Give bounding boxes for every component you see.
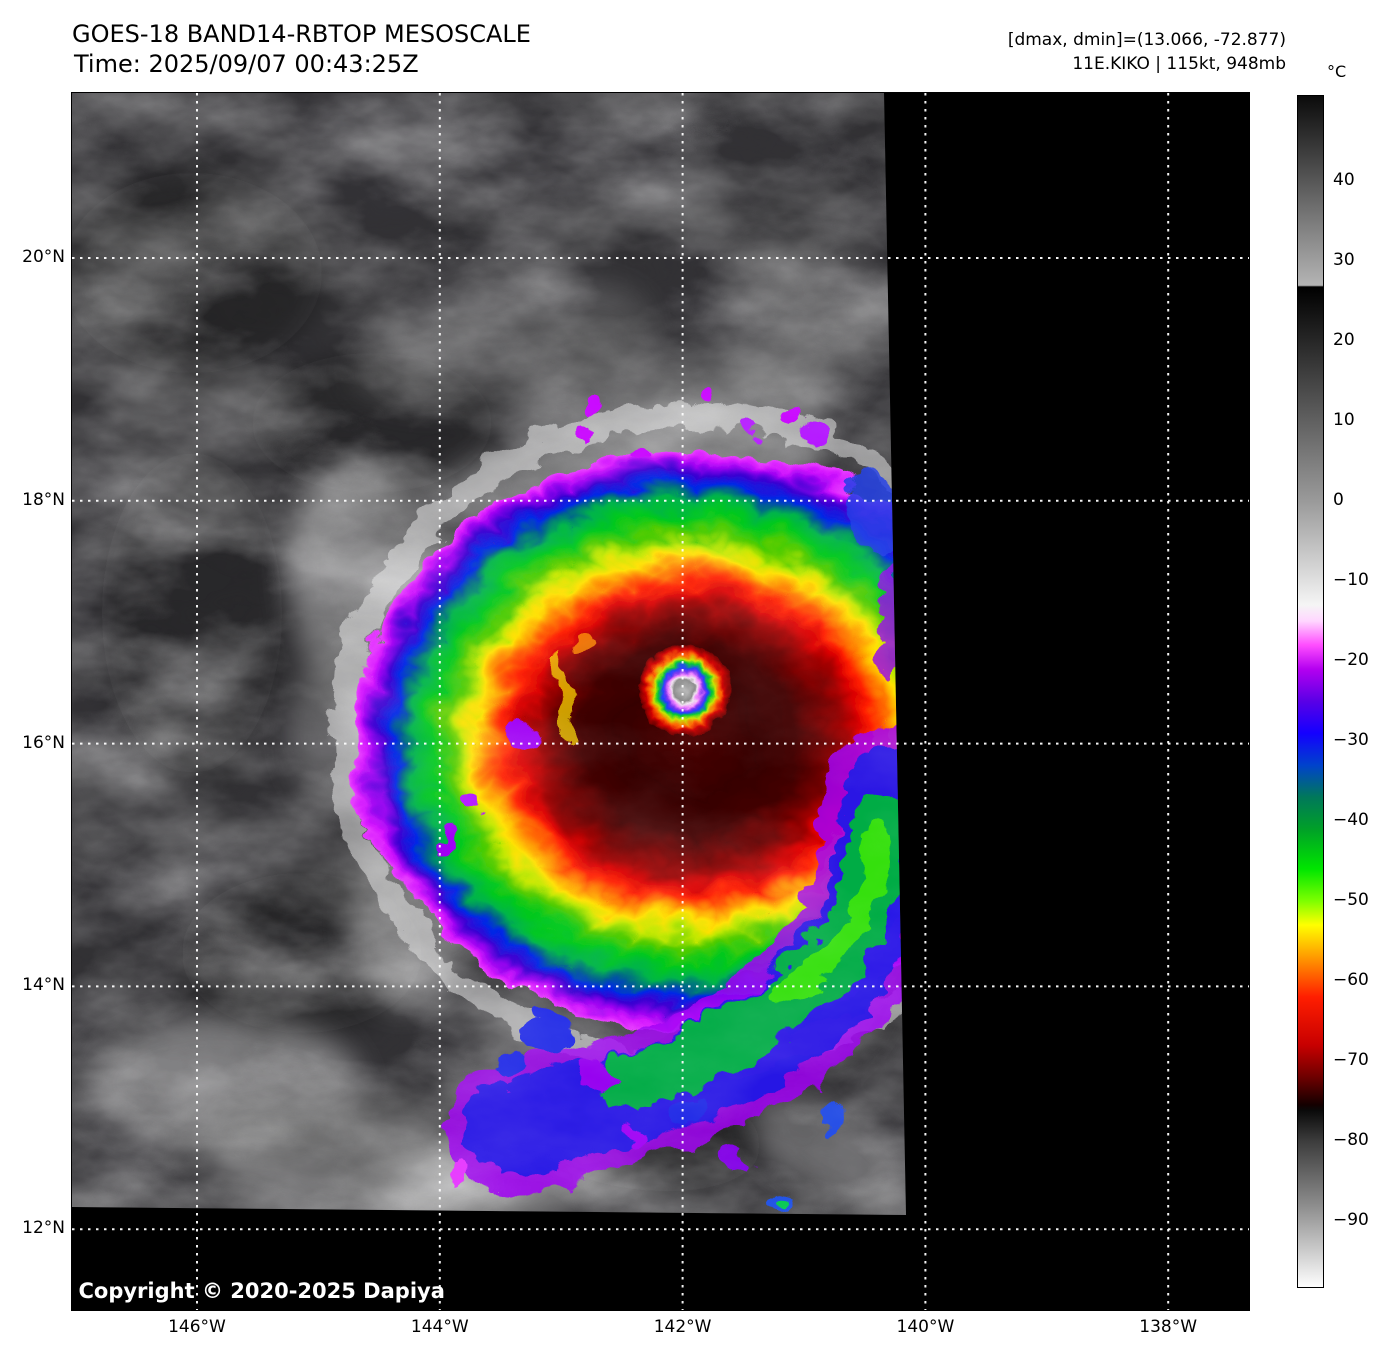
- lat-tick-label: 18°N: [22, 489, 65, 510]
- colorbar-tick-label: −50: [1333, 889, 1369, 910]
- figure-title: GOES-18 BAND14-RBTOP MESOSCALE: [72, 20, 531, 48]
- colorbar-tick-label: −40: [1333, 810, 1369, 831]
- colorbar-tick-label: −10: [1333, 570, 1369, 591]
- colorbar-tick-label: 40: [1333, 170, 1355, 191]
- lon-tick-label: 144°W: [410, 1317, 469, 1337]
- colorbar: [1297, 95, 1324, 1288]
- colorbar-tick-label: 0: [1333, 490, 1344, 511]
- lat-tick-label: 14°N: [22, 975, 65, 996]
- colorbar-tick-label: −20: [1333, 650, 1369, 671]
- colorbar-tick-label: 30: [1333, 250, 1355, 271]
- lon-tick-label: 146°W: [168, 1317, 226, 1337]
- colorbar-gradient: [1297, 95, 1324, 1288]
- satellite-image: [71, 92, 1249, 1310]
- gridlines: [71, 92, 1249, 1310]
- figure-time: Time: 2025/09/07 00:43:25Z: [74, 50, 419, 78]
- map-panel: Copyright © 2020-2025 Dapiya: [70, 91, 1250, 1311]
- lat-tick-label: 20°N: [22, 247, 65, 267]
- lon-tick-label: 140°W: [896, 1317, 955, 1337]
- colorbar-tick-label: −90: [1333, 1209, 1369, 1230]
- dmax-dmin-readout: [dmax, dmin]=(13.066, -72.877): [1007, 30, 1286, 50]
- lat-tick-label: 16°N: [22, 732, 65, 753]
- data-swath: [71, 92, 906, 1215]
- storm-readout: 11E.KIKO | 115kt, 948mb: [1072, 54, 1286, 74]
- colorbar-tick-label: −60: [1333, 969, 1369, 990]
- colorbar-tick-label: −70: [1333, 1049, 1369, 1070]
- colorbar-tick-label: 10: [1333, 410, 1355, 431]
- colorbar-tick-label: −80: [1333, 1129, 1369, 1150]
- lon-tick-label: 142°W: [653, 1317, 712, 1337]
- copyright-label: Copyright © 2020-2025 Dapiya: [78, 1278, 445, 1303]
- lon-tick-label: 138°W: [1139, 1317, 1198, 1337]
- lat-tick-label: 12°N: [22, 1218, 65, 1239]
- colorbar-unit-label: °C: [1327, 62, 1347, 81]
- colorbar-tick-label: 20: [1333, 330, 1355, 351]
- colorbar-tick-label: −30: [1333, 730, 1369, 751]
